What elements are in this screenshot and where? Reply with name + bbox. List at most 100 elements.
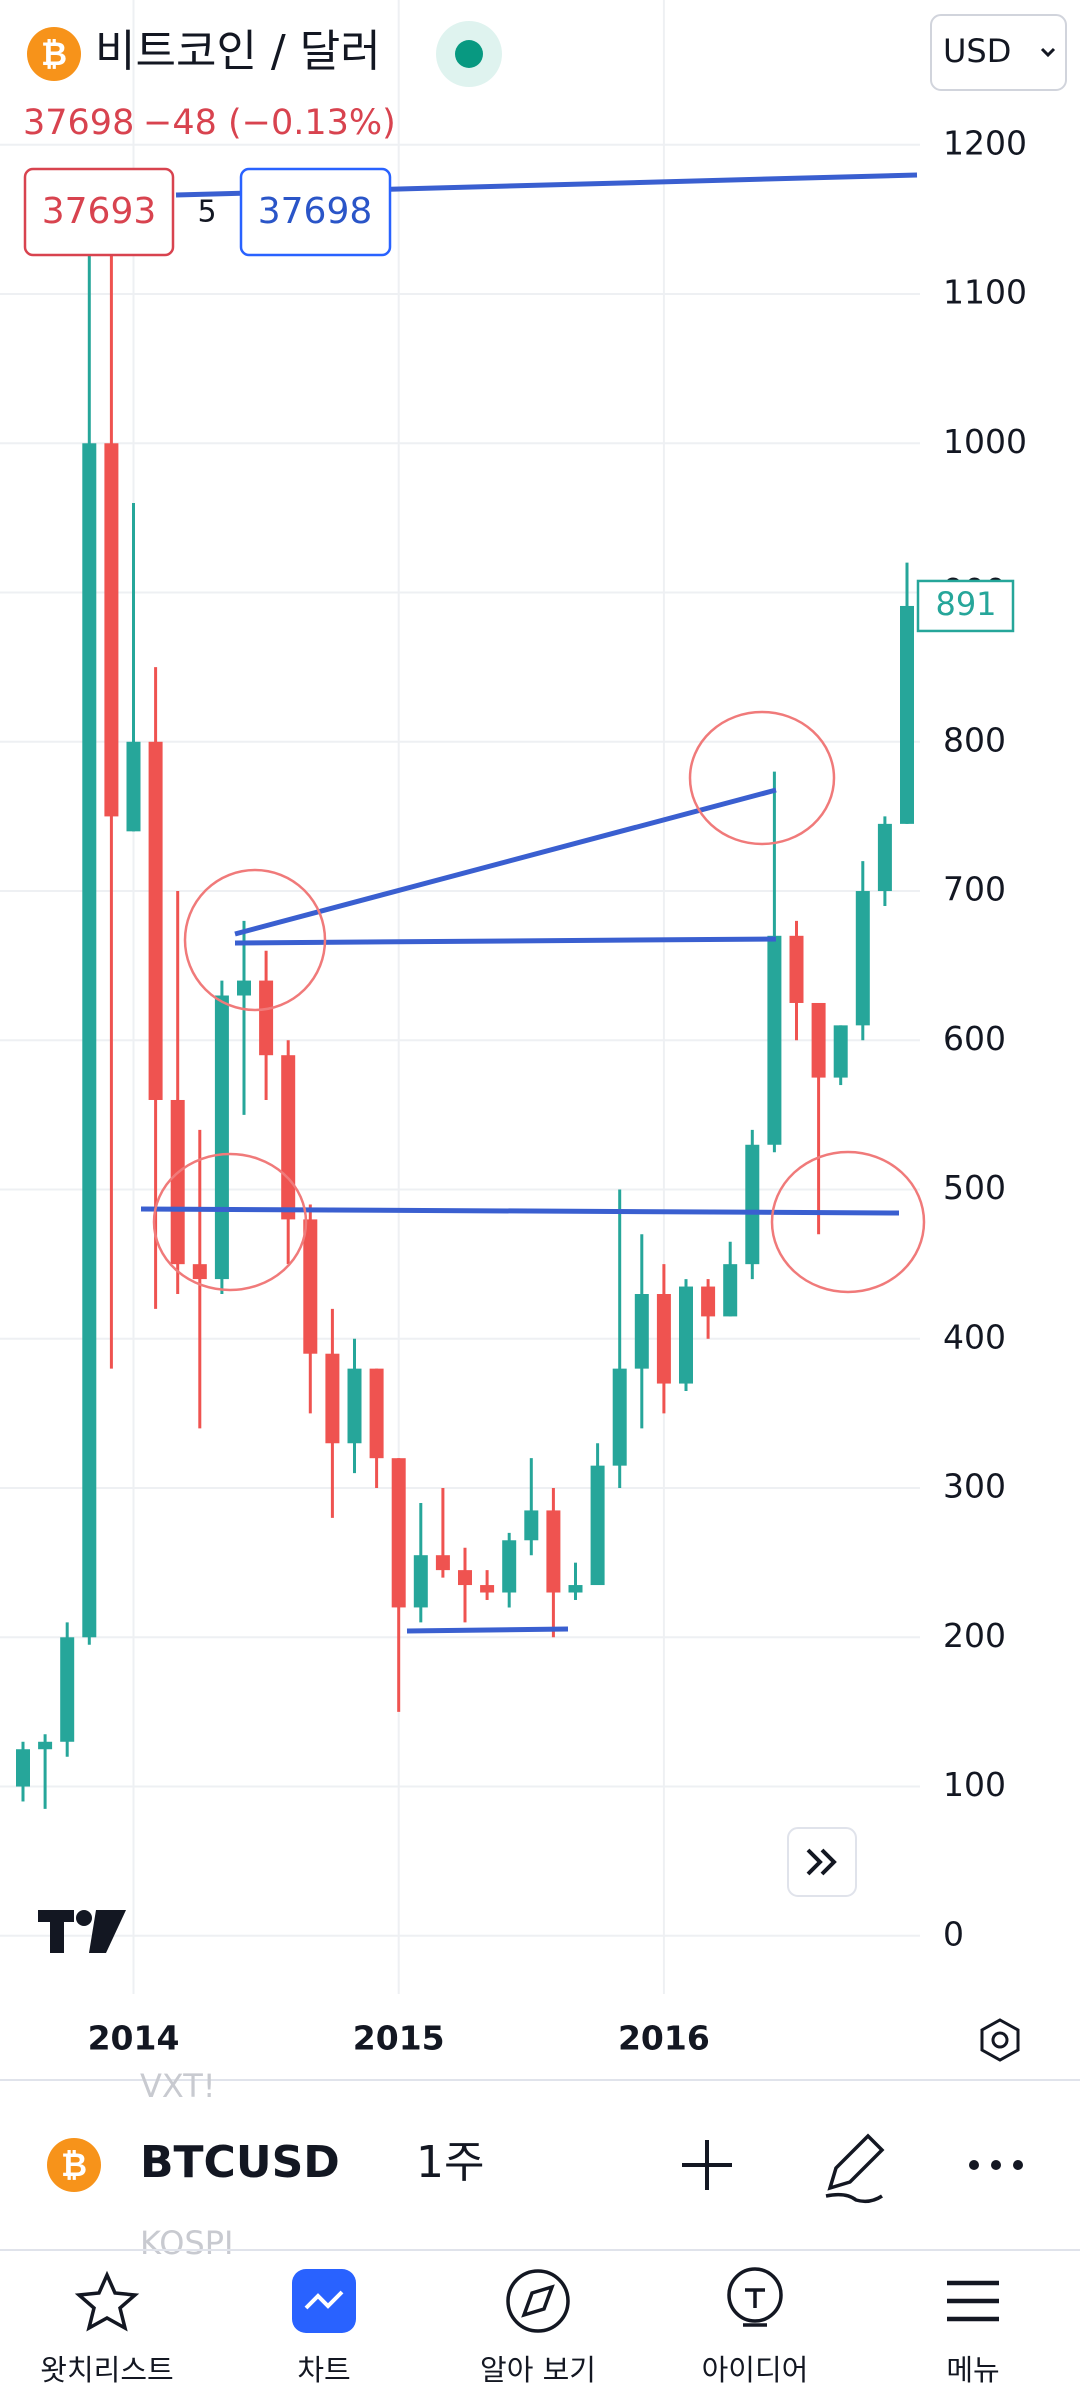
y-tick-label: 600 (943, 1019, 1006, 1058)
settings-button[interactable] (980, 2018, 1020, 2062)
y-tick-label: 300 (943, 1467, 1006, 1506)
candle-body (104, 443, 119, 817)
last-price-box (916, 579, 1015, 633)
candle-body (811, 1002, 826, 1078)
candle-body (745, 1144, 760, 1265)
draw-button[interactable] (825, 2133, 885, 2204)
ghost-symbol: VXT! (140, 2067, 216, 2105)
candle-body (833, 1025, 848, 1078)
circle-annotation (770, 1150, 926, 1294)
y-tick-label: 500 (943, 1168, 1006, 1207)
candle-body (38, 1741, 53, 1750)
btc-icon (27, 27, 81, 81)
btc-icon (47, 2138, 101, 2192)
currency-dropdown[interactable] (930, 14, 1067, 91)
circle-annotation (152, 1152, 308, 1292)
y-tick-label: 0 (943, 1914, 964, 1953)
sell-button[interactable] (23, 167, 175, 257)
dropdown-caret (1040, 47, 1056, 58)
candle-body (435, 1555, 450, 1571)
logo-part (50, 1910, 64, 1953)
nav-icon[interactable] (74, 2270, 140, 2332)
candle-body (656, 1294, 671, 1384)
buy-button[interactable] (239, 167, 392, 257)
currency-label: USD (943, 32, 1011, 70)
status-dot (455, 40, 483, 68)
x-tick-label: 2014 (88, 2019, 180, 2058)
candle-body (877, 823, 892, 892)
candle-body (679, 1286, 693, 1384)
bid-price: 37693 (42, 191, 157, 232)
symbol-button[interactable]: BTCUSD (140, 2137, 340, 2188)
last-price: 37698 (23, 103, 134, 143)
nav-label: 왓치리스트 (40, 2353, 173, 2387)
candle-body (325, 1353, 340, 1444)
dot (1013, 2160, 1023, 2170)
candle-body (237, 980, 251, 996)
circle-annotation (688, 710, 836, 846)
interval-button[interactable]: 1주 (416, 2137, 484, 2188)
spread: 5 (197, 195, 216, 230)
nav-label: 아이디어 (702, 2353, 809, 2387)
trend-line (234, 787, 777, 937)
candle-body (192, 1264, 207, 1280)
candle-body (60, 1637, 75, 1742)
candle-body (723, 1264, 738, 1317)
candle-body (347, 1368, 362, 1444)
candle-body (502, 1540, 517, 1593)
nav-icon[interactable] (947, 2280, 999, 2322)
btc-glyph: ₿ (61, 2146, 87, 2184)
last-price-label: 891 (935, 585, 996, 623)
double-chevron (806, 1848, 837, 1876)
y-tick-label: 700 (943, 870, 1006, 909)
add-button[interactable] (682, 2140, 732, 2190)
candle-body (524, 1510, 539, 1541)
drawings (140, 172, 926, 1634)
candle-body (458, 1570, 472, 1586)
chart-glyph (304, 2290, 344, 2310)
candle-body (126, 741, 141, 832)
nav-icon[interactable] (506, 2269, 570, 2333)
trend-line (406, 1626, 569, 1634)
y-tick-label: 100 (943, 1765, 1006, 1804)
compass-needle (521, 2284, 555, 2318)
y-tick-label: 1200 (943, 123, 1027, 162)
candle-body (303, 1219, 318, 1354)
nav-icon[interactable] (727, 2267, 783, 2323)
candle-body (82, 443, 97, 1638)
nav-label: 메뉴 (946, 2353, 999, 2387)
logo-part (89, 1910, 126, 1953)
x-tick-label: 2016 (618, 2019, 710, 2058)
price-change: −48 (−0.13%) (143, 103, 396, 143)
candle-body (612, 1368, 627, 1466)
candle-body (634, 1294, 649, 1369)
candle-body (413, 1555, 428, 1608)
candle-body (568, 1585, 583, 1593)
candle-body (148, 741, 163, 1100)
dot (991, 2160, 1001, 2170)
candle-body (16, 1749, 30, 1787)
dot (969, 2160, 979, 2170)
y-tick-label: 1100 (943, 273, 1027, 312)
nav-label: 알아 보기 (480, 2353, 596, 2387)
candle-body (369, 1368, 384, 1459)
candle-body (767, 935, 782, 1145)
ghost-symbol: KOSPI (140, 2224, 233, 2262)
y-tick-label: 400 (943, 1317, 1006, 1356)
trend-line (234, 936, 777, 946)
trend-line (140, 1206, 900, 1216)
candle-body (480, 1585, 495, 1593)
candle-body (281, 1055, 296, 1220)
y-tick-label: 800 (943, 720, 1006, 759)
logo-part (76, 1910, 92, 1926)
more-button[interactable] (969, 2160, 1023, 2170)
tradingview-logo (38, 1910, 126, 1953)
x-tick-label: 2015 (353, 2019, 445, 2058)
settings-icon (991, 2031, 1009, 2049)
bulb-glyph (743, 2288, 767, 2327)
candle-body (546, 1510, 561, 1593)
candle-body (214, 995, 229, 1280)
nav-label: 차트 (297, 2353, 350, 2387)
